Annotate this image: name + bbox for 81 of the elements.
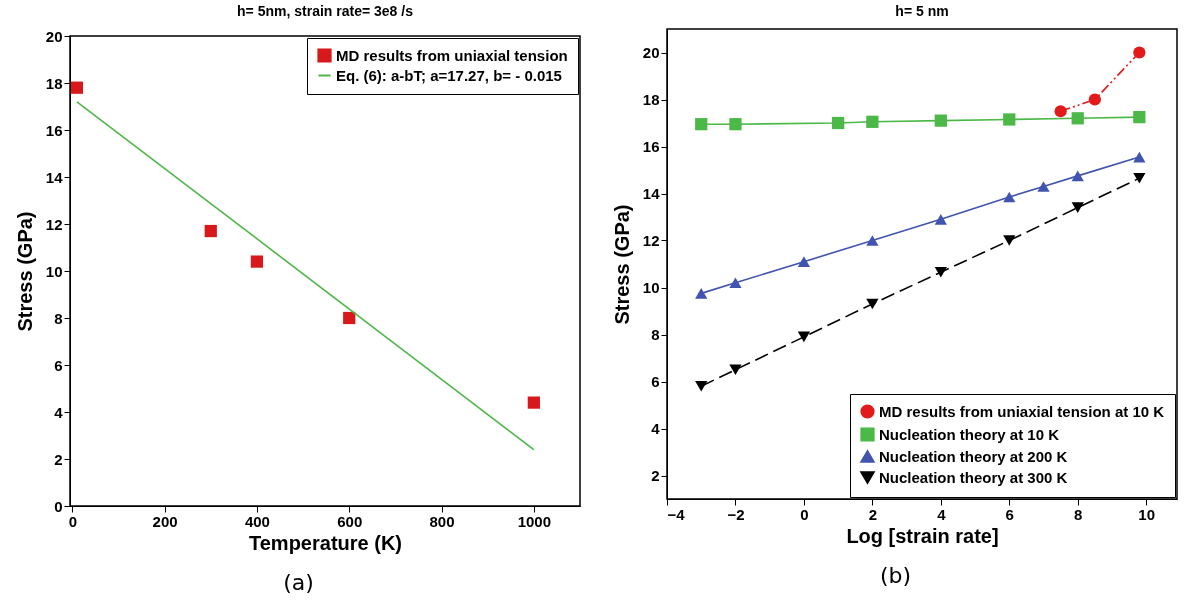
x-axis-title: Temperature (K) bbox=[248, 531, 402, 554]
point bbox=[1132, 111, 1145, 124]
x-tick-label: 8 bbox=[1073, 505, 1082, 523]
point bbox=[694, 118, 707, 131]
y-tick-label: 10 bbox=[642, 279, 659, 296]
text: (a) bbox=[283, 570, 314, 595]
legend-label: Nucleation theory at 10 K bbox=[878, 425, 1059, 443]
point bbox=[865, 298, 878, 310]
y-tick-label: 16 bbox=[45, 121, 62, 139]
point bbox=[831, 116, 844, 130]
y-tick-label: 14 bbox=[45, 168, 63, 186]
x-axis-title: Log [strain rate] bbox=[845, 524, 999, 547]
y-axis-title: Stress (GPa) bbox=[13, 211, 36, 332]
y-tick-label: 2 bbox=[650, 467, 659, 484]
x-tick-label: 400 bbox=[244, 512, 270, 530]
y-tick-label: 10 bbox=[45, 262, 62, 280]
y-tick-label: 8 bbox=[650, 326, 659, 343]
text: (b) bbox=[879, 563, 912, 588]
point bbox=[934, 214, 947, 225]
y-tick-label: 4 bbox=[53, 403, 63, 421]
point bbox=[865, 115, 878, 128]
point bbox=[1002, 235, 1015, 246]
x-tick-label: 600 bbox=[336, 512, 362, 530]
legend-label: MD results from uniaxial tension at 10 K bbox=[878, 402, 1164, 420]
point bbox=[694, 288, 707, 299]
point bbox=[934, 266, 947, 278]
point bbox=[1071, 170, 1084, 182]
point bbox=[1132, 46, 1145, 59]
chart-title: h= 5 nm bbox=[894, 3, 949, 19]
legend-label: Eq. (6): a-bT; a=17.27, b= - 0.015 bbox=[335, 66, 562, 84]
point bbox=[250, 255, 263, 268]
legend-label: Nucleation theory at 200 K bbox=[878, 447, 1068, 465]
point bbox=[694, 380, 707, 392]
point bbox=[1036, 181, 1050, 192]
y-tick-label: 12 bbox=[642, 232, 659, 249]
point bbox=[797, 256, 810, 267]
point bbox=[1132, 151, 1145, 163]
x-tick-label: 2 bbox=[868, 505, 877, 523]
chart-title: h= 5nm, strain rate= 3e8 /s bbox=[236, 3, 413, 19]
point bbox=[1088, 93, 1101, 106]
x-tick-label: 4 bbox=[936, 505, 946, 523]
point bbox=[70, 81, 83, 94]
point bbox=[1132, 172, 1145, 184]
y-tick-label: 20 bbox=[642, 44, 659, 61]
y-axis-title: Stress (GPa) bbox=[610, 204, 633, 325]
point bbox=[728, 277, 742, 289]
point bbox=[934, 114, 947, 127]
legend-label: Nucleation theory at 300 K bbox=[878, 468, 1068, 486]
y-tick-label: 18 bbox=[45, 74, 62, 92]
y-tick-label: 6 bbox=[650, 373, 659, 390]
point bbox=[1002, 191, 1015, 203]
x-tick-label: −2 bbox=[726, 505, 745, 523]
y-tick-label: 14 bbox=[642, 185, 660, 202]
point bbox=[1002, 113, 1015, 126]
point bbox=[204, 224, 217, 238]
x-tick-label: 6 bbox=[1005, 505, 1014, 523]
point bbox=[342, 311, 355, 325]
point bbox=[1071, 202, 1084, 213]
point bbox=[865, 235, 878, 246]
x-tick-label: 200 bbox=[152, 512, 178, 530]
y-tick-label: 12 bbox=[45, 215, 62, 233]
y-tick-label: 6 bbox=[53, 356, 62, 374]
legend-label: MD results from uniaxial tension bbox=[335, 46, 568, 64]
point bbox=[797, 331, 810, 343]
y-tick-label: 18 bbox=[642, 91, 659, 108]
x-tick-label: 0 bbox=[799, 505, 809, 523]
y-tick-label: 2 bbox=[53, 450, 62, 468]
point bbox=[728, 364, 742, 376]
x-tick-label: −4 bbox=[667, 505, 685, 523]
y-tick-label: 16 bbox=[642, 138, 659, 155]
point bbox=[1054, 105, 1067, 118]
y-tick-label: 20 bbox=[45, 27, 62, 45]
x-tick-label: 10 bbox=[1137, 505, 1155, 523]
y-tick-label: 4 bbox=[650, 420, 660, 437]
x-tick-label: 0 bbox=[68, 512, 77, 530]
x-tick-label: 800 bbox=[429, 512, 455, 530]
point bbox=[1071, 112, 1084, 125]
x-tick-label: 1000 bbox=[517, 512, 551, 530]
point bbox=[728, 118, 742, 131]
point bbox=[527, 396, 540, 409]
y-tick-label: 8 bbox=[53, 309, 62, 327]
